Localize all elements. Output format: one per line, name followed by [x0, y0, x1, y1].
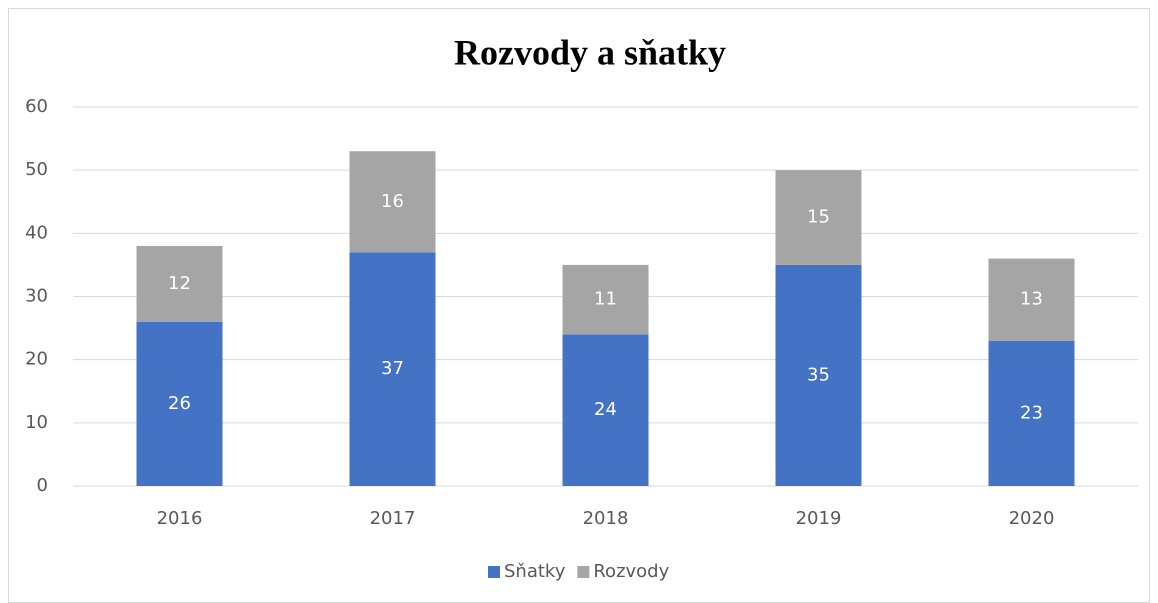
- data-label: 23: [1020, 402, 1043, 423]
- legend-swatch: [488, 566, 500, 578]
- y-tick-label: 20: [25, 349, 48, 370]
- legend-label: Rozvody: [593, 561, 669, 582]
- x-tick-label: 2020: [1009, 508, 1055, 529]
- bar-segment: [988, 258, 1075, 341]
- bar-segment: [136, 321, 223, 486]
- y-tick-label: 50: [25, 159, 48, 180]
- chart-title: Rozvody a sňatky: [454, 32, 726, 72]
- data-label: 35: [807, 364, 830, 385]
- data-label: 26: [168, 393, 191, 414]
- y-tick-label: 0: [37, 475, 48, 496]
- x-tick-label: 2016: [157, 508, 203, 529]
- bar-segment: [562, 334, 649, 486]
- bar-segment: [562, 264, 649, 335]
- y-tick-label: 30: [25, 286, 48, 307]
- bar-segment: [349, 252, 436, 486]
- data-label: 13: [1020, 289, 1043, 310]
- data-label: 15: [807, 207, 830, 228]
- bar-segment: [136, 245, 223, 322]
- data-label: 37: [381, 358, 404, 379]
- bar-segment: [988, 340, 1075, 486]
- data-label: 12: [168, 273, 191, 294]
- data-label: 16: [381, 191, 404, 212]
- x-tick-label: 2019: [796, 508, 842, 529]
- data-label: 11: [594, 289, 617, 310]
- y-tick-label: 60: [25, 96, 48, 117]
- bar-segment: [775, 264, 862, 486]
- legend-swatch: [577, 566, 590, 578]
- legend-label: Sňatky: [504, 561, 566, 582]
- x-tick-label: 2018: [583, 508, 629, 529]
- y-tick-label: 40: [25, 222, 48, 243]
- data-label: 24: [594, 399, 617, 420]
- x-tick-label: 2017: [370, 508, 416, 529]
- y-tick-label: 10: [25, 412, 48, 433]
- bar-segment: [775, 170, 862, 265]
- bar-segment: [349, 151, 436, 253]
